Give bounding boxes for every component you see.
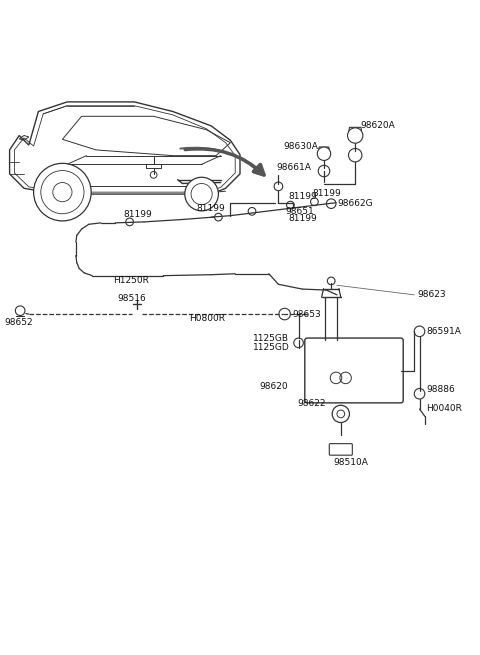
FancyArrowPatch shape	[185, 149, 264, 175]
Text: 1125GD: 1125GD	[253, 343, 290, 352]
Text: 98652: 98652	[5, 318, 34, 328]
Text: 86591A: 86591A	[426, 327, 461, 336]
Text: 98651: 98651	[286, 207, 314, 216]
Text: 98516: 98516	[118, 294, 146, 303]
Text: 98886: 98886	[426, 385, 455, 394]
Text: 98620: 98620	[259, 382, 288, 390]
Text: H0040R: H0040R	[426, 403, 462, 413]
FancyArrowPatch shape	[180, 147, 263, 175]
Text: 98510A: 98510A	[334, 458, 369, 468]
Text: 1125GB: 1125GB	[253, 333, 289, 343]
FancyBboxPatch shape	[329, 443, 352, 455]
Circle shape	[317, 147, 331, 160]
Text: H0800R: H0800R	[190, 314, 226, 324]
Text: 98620A: 98620A	[360, 121, 395, 130]
Text: 98623: 98623	[418, 290, 446, 299]
Text: 98662G: 98662G	[337, 199, 372, 208]
Circle shape	[41, 170, 84, 214]
FancyBboxPatch shape	[305, 338, 403, 403]
Text: 81199: 81199	[288, 214, 317, 223]
Text: H1250R: H1250R	[113, 276, 149, 285]
Text: 81199: 81199	[312, 189, 341, 198]
Circle shape	[53, 183, 72, 202]
Text: 81199: 81199	[197, 204, 226, 213]
Circle shape	[191, 183, 212, 204]
Text: 98661A: 98661A	[276, 163, 311, 172]
Text: 98630A: 98630A	[283, 141, 318, 151]
Circle shape	[34, 163, 91, 221]
Text: 98653: 98653	[293, 310, 322, 318]
Text: 81199: 81199	[124, 210, 153, 219]
Circle shape	[185, 178, 218, 211]
Text: 81199: 81199	[288, 192, 317, 201]
Text: 98622: 98622	[298, 399, 326, 408]
Circle shape	[348, 128, 363, 143]
